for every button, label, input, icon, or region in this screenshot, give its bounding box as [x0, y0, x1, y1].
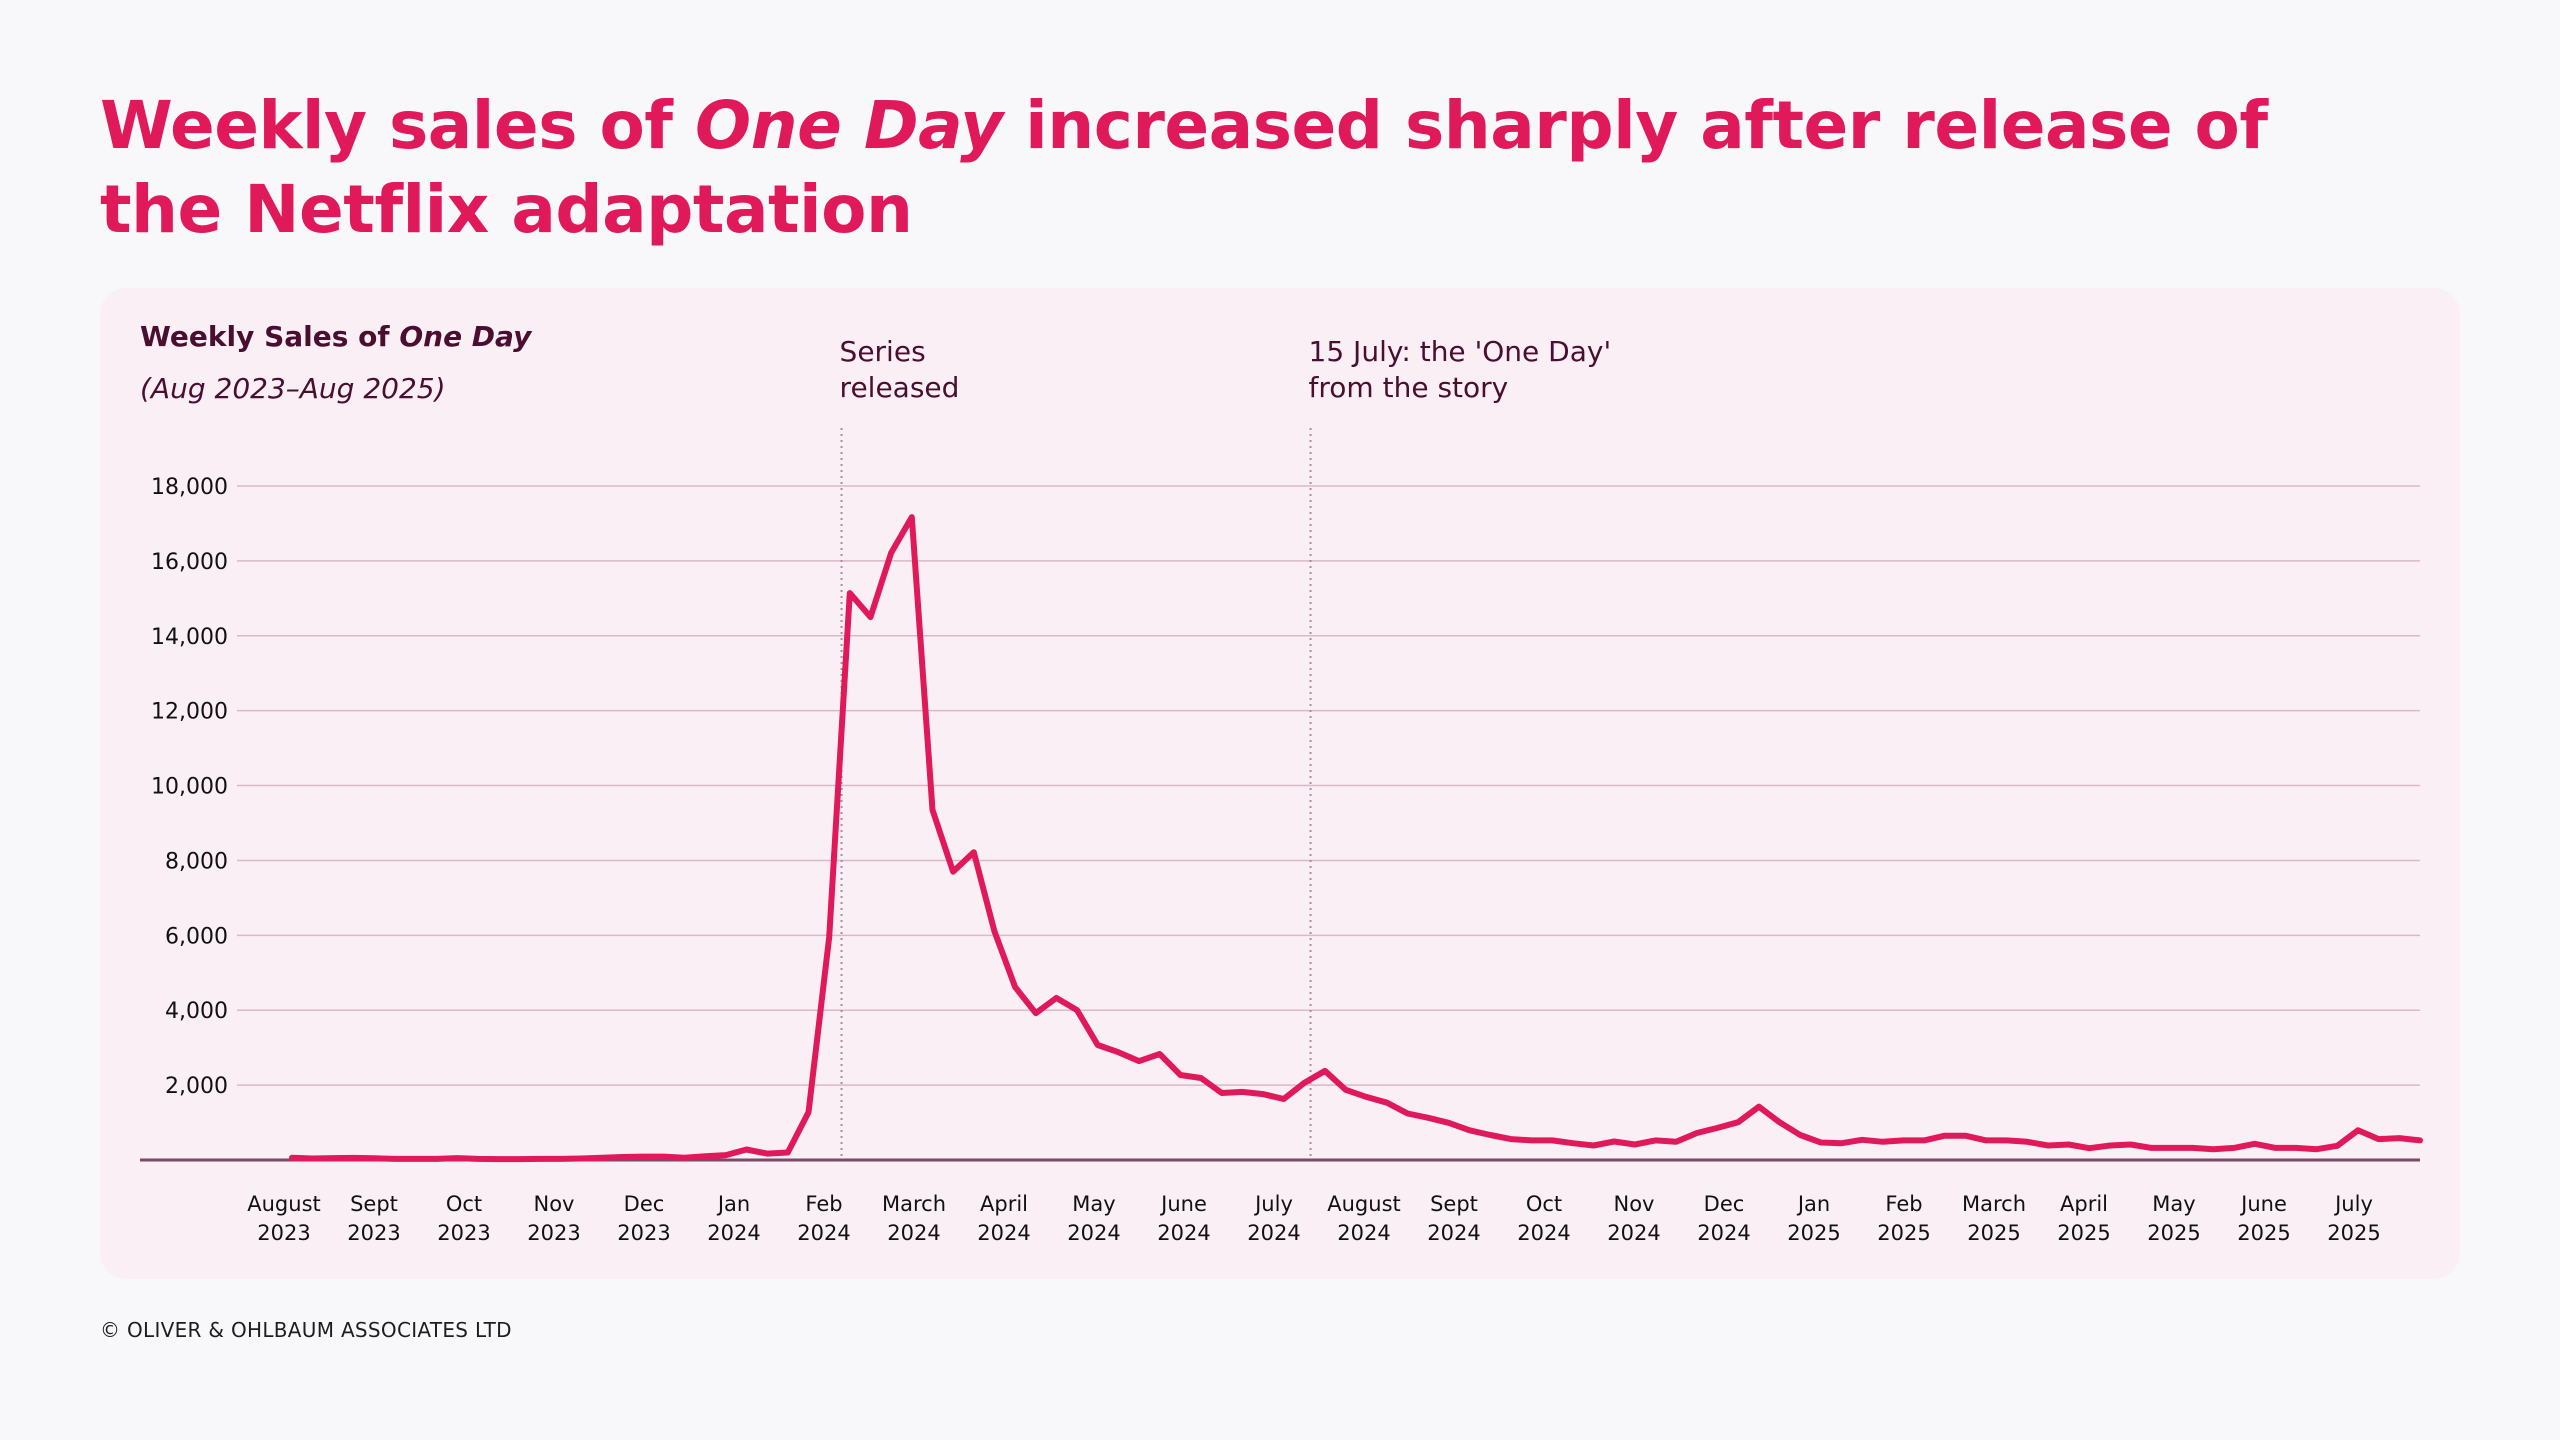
x-tick-year: 2024: [1697, 1221, 1750, 1245]
x-tick-year: 2024: [977, 1221, 1030, 1245]
x-tick-month: Sept: [1430, 1192, 1478, 1216]
y-tick-label: 16,000: [151, 550, 228, 575]
x-tick-month: April: [2060, 1192, 2108, 1216]
x-tick-month: Jan: [716, 1192, 750, 1216]
x-tick-year: 2024: [1247, 1221, 1300, 1245]
x-tick-year: 2025: [2147, 1221, 2200, 1245]
x-tick-month: Dec: [624, 1192, 665, 1216]
x-tick-month: August: [247, 1192, 321, 1216]
x-tick-year: 2023: [437, 1221, 490, 1245]
x-tick-month: July: [2333, 1192, 2373, 1216]
y-tick-label: 6,000: [165, 924, 228, 949]
x-tick-year: 2024: [707, 1221, 760, 1245]
x-tick-year: 2023: [527, 1221, 580, 1245]
x-tick-month: March: [1962, 1192, 2026, 1216]
x-tick-month: July: [1253, 1192, 1293, 1216]
annotation-line: from the story: [1308, 371, 1509, 404]
headline-text-end: increased sharply after release of the N…: [100, 87, 2268, 248]
chart-title: Weekly Sales of One Day: [140, 320, 531, 353]
x-tick-year: 2024: [1157, 1221, 1210, 1245]
annotation-line: released: [839, 371, 960, 404]
x-tick-month: Dec: [1704, 1192, 1745, 1216]
x-tick-year: 2025: [2327, 1221, 2380, 1245]
x-tick-year: 2024: [1337, 1221, 1390, 1245]
y-tick-label: 2,000: [165, 1074, 228, 1099]
annotation-line: Series: [839, 335, 926, 368]
x-tick-month: March: [882, 1192, 946, 1216]
x-tick-month: August: [1327, 1192, 1401, 1216]
x-tick-year: 2024: [1607, 1221, 1660, 1245]
x-tick-month: Oct: [446, 1192, 482, 1216]
x-tick-year: 2025: [1787, 1221, 1840, 1245]
page-headline: Weekly sales of One Day increased sharpl…: [100, 84, 2300, 252]
x-tick-year: 2025: [2057, 1221, 2110, 1245]
x-tick-month: Jan: [1796, 1192, 1830, 1216]
x-tick-year: 2024: [1427, 1221, 1480, 1245]
chart-title-book: One Day: [399, 320, 532, 353]
y-tick-label: 14,000: [151, 625, 228, 650]
x-tick-year: 2023: [617, 1221, 670, 1245]
annotation-line: 15 July: the 'One Day': [1308, 335, 1612, 368]
x-tick-year: 2023: [347, 1221, 400, 1245]
x-tick-month: Feb: [1885, 1192, 1922, 1216]
x-tick-month: June: [2239, 1192, 2287, 1216]
chart-subtitle: (Aug 2023–Aug 2025): [140, 372, 446, 405]
x-tick-month: May: [1072, 1192, 1115, 1216]
series-line-weekly-sales: [289, 514, 2423, 1163]
y-tick-label: 10,000: [151, 775, 228, 800]
chart-title-text: Weekly Sales of: [140, 320, 400, 353]
annotation-one-day: 15 July: the 'One Day' from the story: [1309, 334, 1612, 406]
x-tick-year: 2024: [1517, 1221, 1570, 1245]
annotation-series-released: Series released: [840, 334, 960, 406]
x-tick-month: April: [980, 1192, 1028, 1216]
x-tick-year: 2024: [1067, 1221, 1120, 1245]
x-tick-month: Oct: [1526, 1192, 1562, 1216]
x-tick-year: 2025: [1877, 1221, 1930, 1245]
chart-card: [100, 288, 2460, 1279]
x-tick-year: 2024: [887, 1221, 940, 1245]
x-tick-year: 2025: [1967, 1221, 2020, 1245]
headline-book-title: One Day: [695, 87, 1003, 164]
x-tick-year: 2025: [2237, 1221, 2290, 1245]
y-tick-label: 4,000: [165, 999, 228, 1024]
y-tick-label: 18,000: [151, 475, 228, 500]
headline-text: Weekly sales of: [100, 87, 695, 164]
x-tick-month: May: [2152, 1192, 2195, 1216]
x-tick-month: Feb: [805, 1192, 842, 1216]
copyright-footer: © OLIVER & OHLBAUM ASSOCIATES LTD: [100, 1318, 512, 1342]
x-tick-year: 2023: [257, 1221, 310, 1245]
x-tick-year: 2024: [797, 1221, 850, 1245]
x-tick-month: Nov: [1614, 1192, 1655, 1216]
y-tick-label: 12,000: [151, 700, 228, 725]
x-tick-month: June: [1159, 1192, 1207, 1216]
x-tick-month: Sept: [350, 1192, 398, 1216]
x-tick-month: Nov: [534, 1192, 575, 1216]
y-tick-label: 8,000: [165, 849, 228, 874]
